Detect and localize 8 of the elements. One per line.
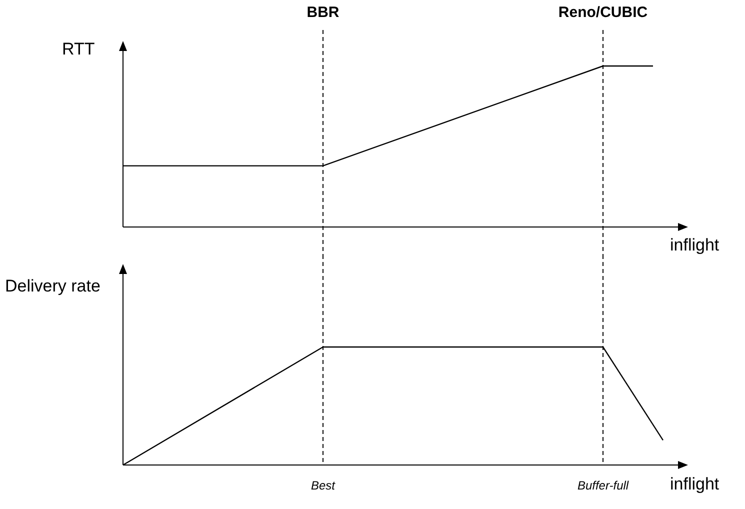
x-axis-title: inflight (670, 474, 720, 494)
x-tick-label: Buffer-full (577, 478, 629, 493)
x-axis-title: inflight (670, 236, 720, 255)
y-axis-title: RTT (62, 40, 95, 59)
x-tick-label: Best (310, 478, 336, 493)
x-tick-label: BBR (306, 4, 340, 22)
x-tick-label: Reno/CUBIC (558, 4, 648, 22)
y-axis-title: Delivery rate (5, 276, 100, 296)
